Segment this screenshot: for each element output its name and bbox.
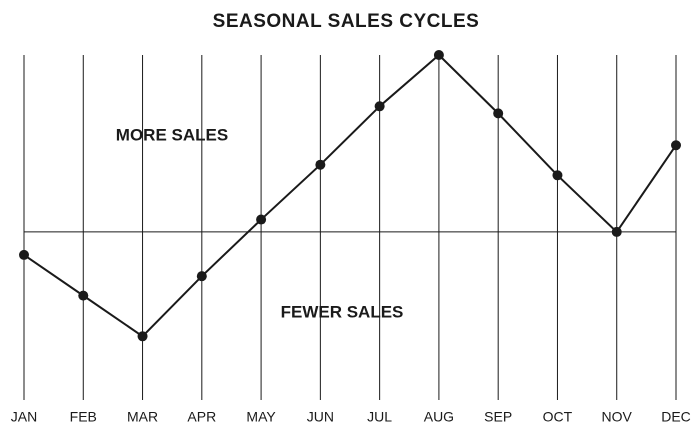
data-point	[78, 290, 89, 301]
x-tick-label: OCT	[543, 409, 573, 425]
data-point	[611, 226, 622, 237]
x-tick-label: MAY	[246, 409, 276, 425]
data-point	[374, 101, 385, 112]
data-point	[19, 249, 29, 260]
x-tick-label: AUG	[424, 409, 454, 425]
data-point	[315, 159, 326, 170]
annotation: FEWER SALES	[281, 302, 404, 321]
sales-line	[23, 53, 677, 338]
data-point	[671, 140, 681, 151]
x-tick-label: JUN	[307, 409, 334, 425]
x-tick-label: FEB	[70, 409, 97, 425]
data-point	[256, 214, 267, 225]
x-tick-label: JAN	[11, 409, 37, 425]
data-point	[433, 50, 444, 60]
x-tick-label: MAR	[127, 409, 158, 425]
data-point	[137, 331, 148, 342]
data-point	[493, 108, 504, 119]
annotation: MORE SALES	[116, 125, 228, 144]
x-tick-label: DEC	[661, 409, 691, 425]
x-tick-label: SEP	[484, 409, 512, 425]
x-tick-label: NOV	[602, 409, 633, 425]
x-tick-label: APR	[187, 409, 216, 425]
chart-title: SEASONAL SALES CYCLES	[213, 11, 480, 32]
x-tick-label: JUL	[367, 409, 392, 425]
data-point	[196, 271, 207, 282]
data-point	[552, 170, 563, 181]
